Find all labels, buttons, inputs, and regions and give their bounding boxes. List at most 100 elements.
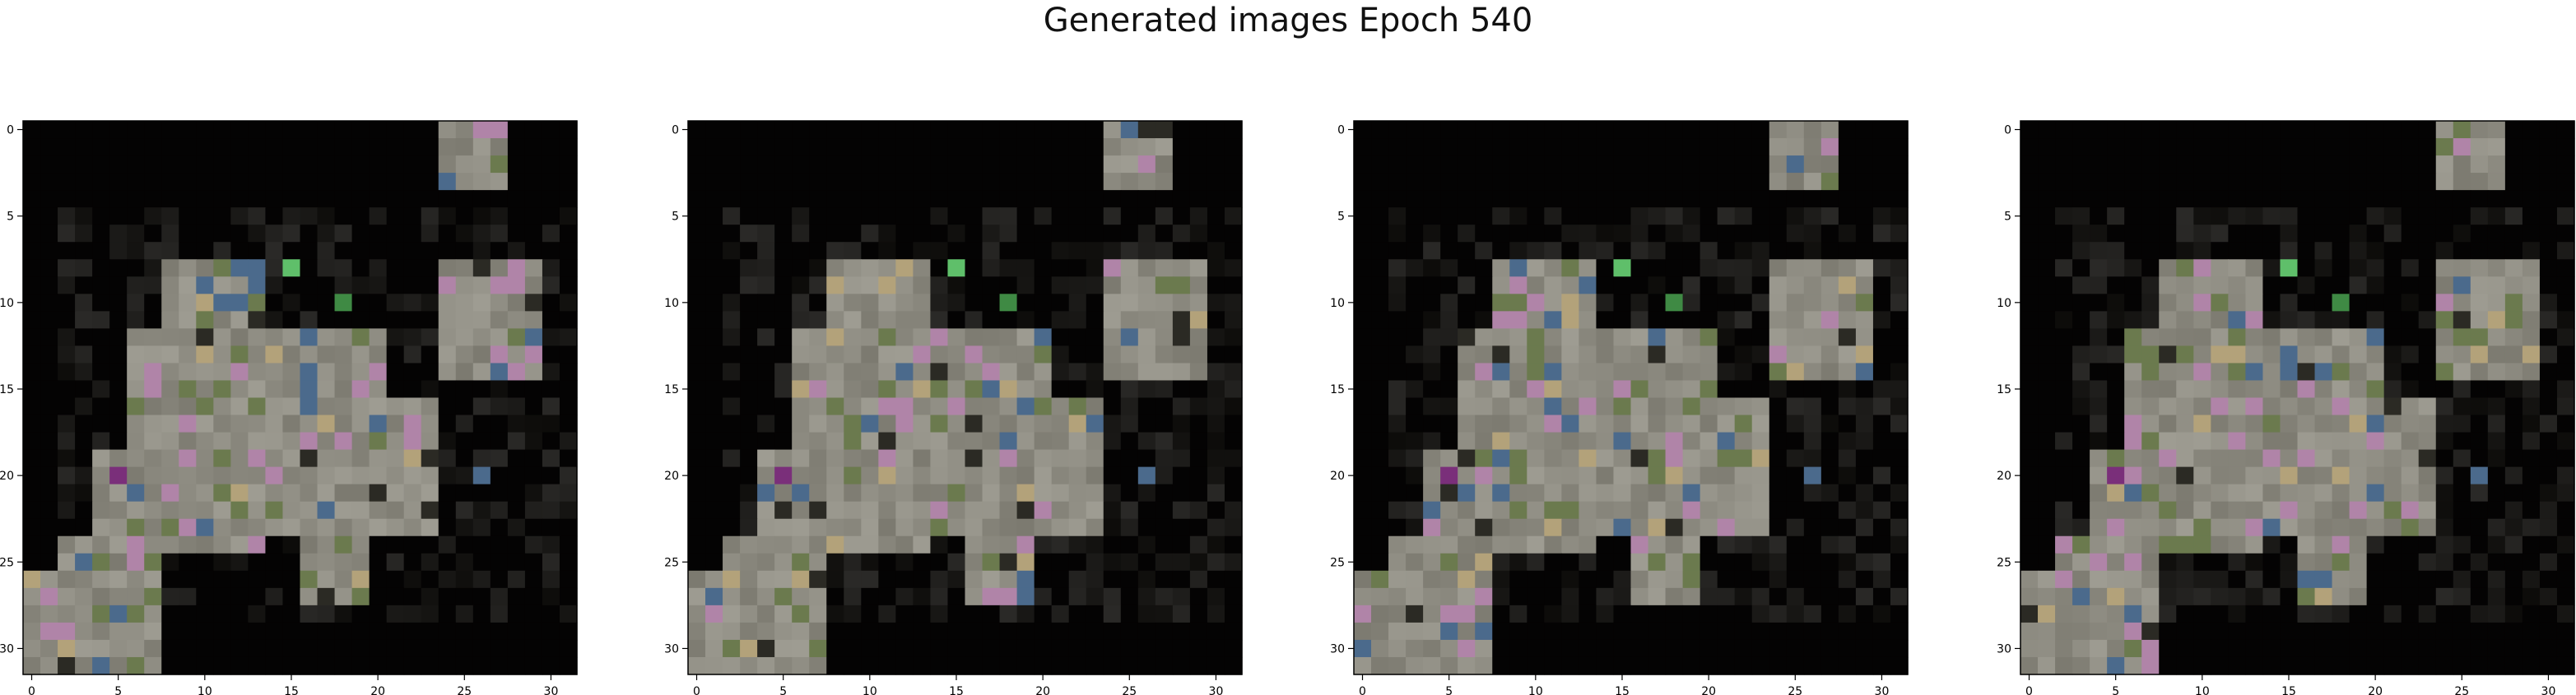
image-pixel [757,518,775,537]
image-pixel [740,259,758,277]
image-pixel [2280,518,2299,537]
image-pixel [947,225,966,243]
x-tick-label: 5 [779,685,787,695]
image-pixel [2159,363,2177,382]
image-pixel [1855,276,1874,294]
image-pixel [2159,121,2177,139]
figure-title: Generated images Epoch 540 [1043,2,1533,39]
image-pixel [2470,225,2489,243]
image-pixel [1561,639,1580,658]
image-pixel [2055,639,2073,658]
image-pixel [1561,294,1580,312]
image-pixel [2245,155,2264,174]
image-pixel [161,276,179,294]
image-pixel [369,484,388,503]
image-pixel [1682,570,1701,589]
image-pixel [317,449,336,468]
image-pixel [317,622,336,641]
image-pixel [1016,587,1035,606]
image-pixel [40,328,58,347]
image-pixel [2211,155,2229,174]
image-pixel [2504,656,2523,675]
image-pixel [2124,345,2142,364]
image-pixel [2107,432,2125,451]
image-pixel [2453,415,2471,433]
image-pixel [248,121,267,139]
image-pixel [1769,622,1788,641]
image-pixel [1051,484,1070,503]
image-pixel [2556,311,2575,329]
image-pixel [1051,380,1070,399]
image-pixel [947,276,966,294]
image-pixel [265,449,284,468]
image-pixel [213,518,231,537]
image-pixel [2020,415,2039,433]
image-pixel [40,553,58,572]
image-pixel [947,345,966,364]
image-pixel [2159,207,2177,225]
image-pixel [1034,259,1053,277]
image-pixel [179,363,197,382]
image-pixel [2487,449,2506,468]
image-pixel [1086,173,1104,191]
image-pixel [2262,345,2281,364]
image-pixel [1872,311,1891,329]
image-pixel [559,553,578,572]
image-pixel [1527,328,1545,347]
image-pixel [1890,501,1909,520]
image-pixel [895,535,914,554]
image-pixel [1207,397,1225,416]
image-pixel [2055,397,2073,416]
image-pixel [161,639,179,658]
image-pixel [895,138,914,156]
image-pixel [705,518,723,537]
image-pixel [1172,432,1191,451]
image-pixel [282,328,301,347]
image-pixel [2245,484,2264,503]
image-pixel [1051,553,1070,572]
image-pixel [1103,415,1122,433]
image-pixel [1509,518,1527,537]
image-pixel [1492,328,1510,347]
image-pixel [1224,449,1243,468]
image-pixel [740,518,758,537]
image-pixel [2470,656,2489,675]
image-pixel [930,535,949,554]
image-pixel [1207,553,1225,572]
image-pixel [1172,605,1191,623]
image-pixel [1207,155,1225,174]
image-pixel [1207,190,1225,208]
image-pixel [403,605,422,623]
image-pixel [1838,225,1857,243]
image-pixel [809,605,827,623]
image-pixel [2418,501,2437,520]
image-pixel [878,449,896,468]
image-pixel [2539,138,2558,156]
image-pixel [757,535,775,554]
image-pixel [2539,311,2558,329]
image-pixel [2366,328,2385,347]
image-pixel [230,553,249,572]
image-pixel [965,190,983,208]
image-pixel [1440,553,1458,572]
x-tick-label: 30 [544,685,559,695]
image-pixel [861,432,879,451]
image-pixel [1820,121,1839,139]
image-pixel [1751,207,1770,225]
image-pixel [1596,484,1615,503]
image-pixel [982,276,1001,294]
image-pixel [507,225,526,243]
image-pixel [438,570,457,589]
image-pixel [2332,363,2350,382]
image-pixel [1423,518,1441,537]
image-pixel [1509,294,1527,312]
y-tick-label: 10 [1330,297,1345,310]
image-pixel [2107,535,2125,554]
image-pixel [490,570,509,589]
image-pixel [1613,173,1632,191]
image-pixel [2141,397,2160,416]
image-pixel [947,294,966,312]
image-pixel [2072,121,2090,139]
image-pixel [455,242,474,260]
image-pixel [403,155,422,174]
